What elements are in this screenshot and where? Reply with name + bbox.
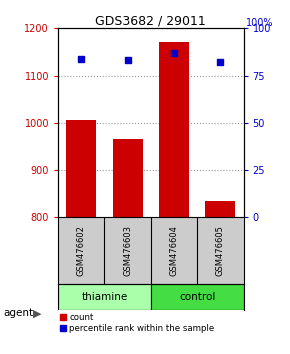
Text: GSM476605: GSM476605: [216, 225, 225, 276]
Text: agent: agent: [3, 308, 33, 318]
Text: thiamine: thiamine: [81, 292, 128, 302]
Text: GSM476603: GSM476603: [123, 225, 132, 276]
Legend: count, percentile rank within the sample: count, percentile rank within the sample: [60, 313, 214, 333]
Point: [125, 58, 130, 63]
Bar: [66, 120, 96, 217]
Point: [172, 50, 176, 56]
Bar: [159, 42, 189, 217]
Bar: [58, 284, 151, 310]
Text: GSM476604: GSM476604: [169, 225, 179, 276]
Bar: [113, 139, 143, 217]
Text: control: control: [179, 292, 215, 302]
Text: 100%: 100%: [245, 18, 273, 28]
Text: GSM476602: GSM476602: [77, 225, 86, 276]
Text: ▶: ▶: [33, 308, 42, 318]
Point: [218, 59, 223, 65]
Point: [79, 56, 84, 61]
Title: GDS3682 / 29011: GDS3682 / 29011: [95, 14, 206, 27]
Bar: [151, 284, 244, 310]
Bar: [205, 201, 235, 217]
